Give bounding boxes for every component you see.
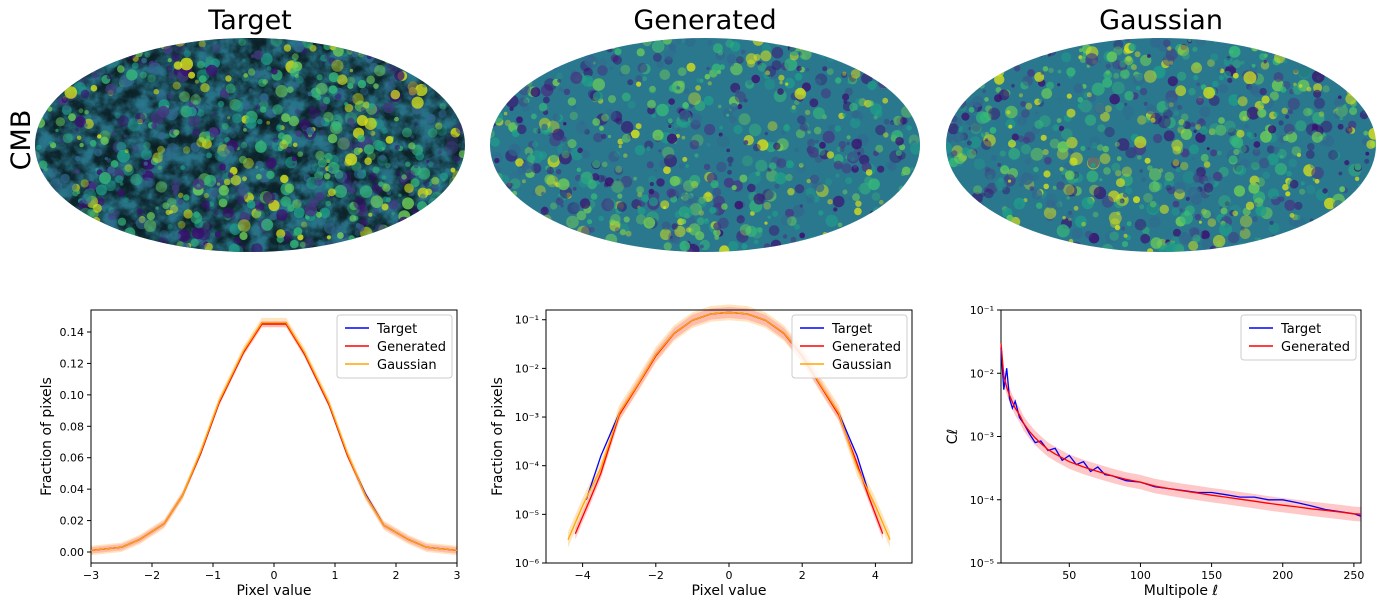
x-axis-label: Pixel value <box>236 583 311 599</box>
y-tick-label: 10⁻² <box>970 367 994 380</box>
row-label: CMB <box>6 110 37 171</box>
x-tick-label: 100 <box>1130 569 1151 582</box>
y-tick-label: 10⁻⁶ <box>515 557 540 570</box>
x-tick-label: 3 <box>454 569 461 582</box>
legend-entry: Target <box>376 322 417 337</box>
y-tick-label: 10⁻⁵ <box>970 557 994 570</box>
x-tick-label: 250 <box>1343 569 1364 582</box>
y-tick-label: 0.08 <box>60 420 85 433</box>
x-axis-label: Multipole ℓ <box>1144 583 1218 599</box>
y-tick-label: 10⁻² <box>515 362 539 375</box>
x-tick-label: 2 <box>393 569 400 582</box>
x-tick-label: 200 <box>1272 569 1293 582</box>
legend-entry: Gaussian <box>377 358 437 373</box>
y-tick-label: 10⁻³ <box>515 411 539 424</box>
y-tick-label: 10⁻⁴ <box>970 494 995 507</box>
legend-entry: Generated <box>377 340 446 355</box>
y-tick-label: 10⁻¹ <box>515 314 539 327</box>
y-axis-label: Fraction of pixels <box>39 377 55 496</box>
x-tick-label: 150 <box>1201 569 1222 582</box>
legend-entry: Gaussian <box>832 358 892 373</box>
y-tick-label: 10⁻⁵ <box>515 508 539 521</box>
legend <box>336 314 453 379</box>
legend-entry: Target <box>831 322 872 337</box>
map-title-gaussian: Gaussian <box>1099 5 1223 36</box>
histogram-linear-plot: −3 −2 −1 0 1 2 3 0.00 0.02 0.04 0.06 0.08 0.10 0.12 0.… <box>39 309 461 599</box>
x-tick-label: 0 <box>271 569 278 582</box>
x-tick-label: −2 <box>144 569 160 582</box>
series-line-target <box>1000 348 1362 517</box>
x-tick-label: 4 <box>872 569 879 582</box>
map-title-target: Target <box>207 5 292 36</box>
map-target <box>35 38 465 252</box>
legend-entry: Generated <box>1281 340 1350 355</box>
y-tick-label: 0.02 <box>60 515 85 528</box>
y-tick-label: 10⁻³ <box>970 431 994 444</box>
y-tick-label: 10⁻¹ <box>970 304 994 317</box>
x-tick-label: 2 <box>799 569 806 582</box>
y-tick-label: 0.10 <box>60 389 85 402</box>
power-spectrum-plot: 50 100 150 200 250 10⁻⁵ 10⁻⁴ 10⁻³ 10⁻² 10⁻¹ Multip… <box>945 304 1364 599</box>
legend-entry: Target <box>1280 322 1321 337</box>
x-tick-label: −2 <box>648 569 664 582</box>
x-tick-label: 0 <box>726 569 733 582</box>
y-axis-label: Cℓ <box>945 429 961 445</box>
series-line-generated <box>1000 343 1362 515</box>
histogram-log-plot: −4 −2 0 2 4 10⁻⁶ 10⁻⁵ 10⁻⁴ 10⁻³ 10⁻² 10⁻¹ Pixel val… <box>490 304 913 599</box>
map-gaussian <box>946 38 1376 252</box>
series-line-gaussian <box>90 321 458 552</box>
legend <box>1240 314 1357 361</box>
x-tick-label: −1 <box>205 569 221 582</box>
y-tick-label: 0.00 <box>60 546 85 559</box>
legend-entry: Generated <box>832 340 901 355</box>
uncertainty-band <box>1001 335 1361 522</box>
x-tick-label: 1 <box>332 569 339 582</box>
series-line-gaussian <box>567 311 891 541</box>
y-tick-label: 0.14 <box>60 326 85 339</box>
x-tick-label: −4 <box>574 569 590 582</box>
x-tick-label: 50 <box>1062 569 1076 582</box>
x-tick-label: −3 <box>83 569 99 582</box>
legend <box>791 314 908 379</box>
y-tick-label: 0.06 <box>60 452 85 465</box>
y-tick-label: 0.04 <box>60 483 85 496</box>
map-generated <box>490 38 920 252</box>
y-tick-label: 0.12 <box>60 357 85 370</box>
y-axis-label: Fraction of pixels <box>490 377 506 496</box>
map-title-generated: Generated <box>633 5 776 36</box>
x-axis-label: Pixel value <box>691 583 766 599</box>
y-tick-label: 10⁻⁴ <box>515 460 540 473</box>
